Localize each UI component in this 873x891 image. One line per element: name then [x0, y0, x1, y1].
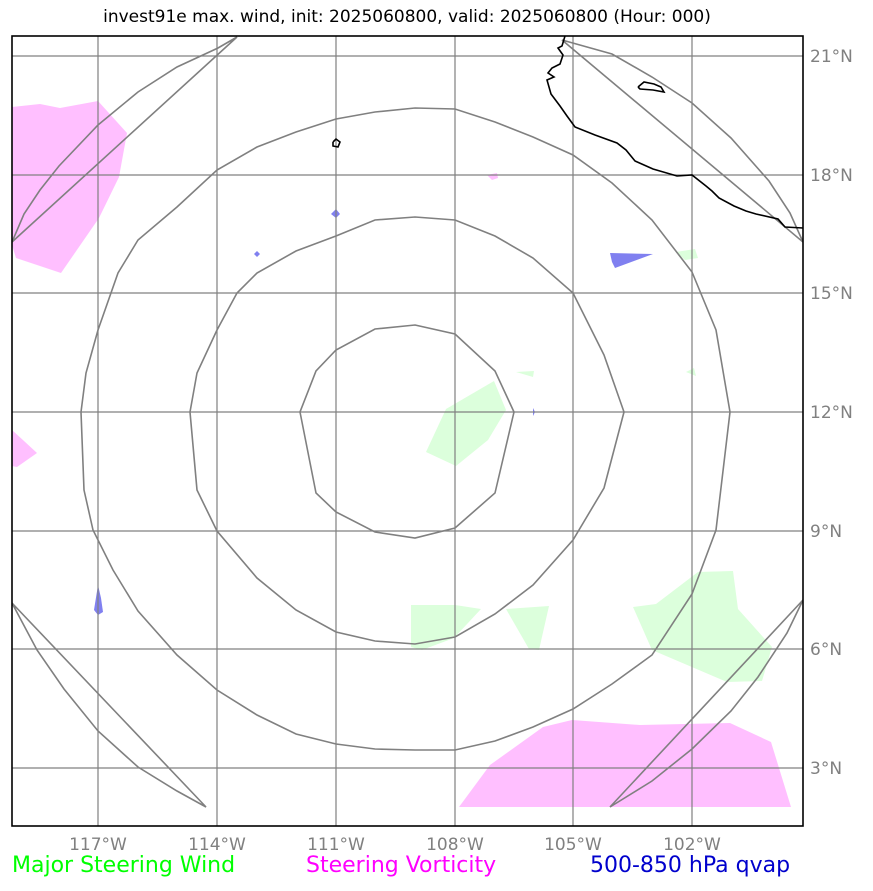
- lon-labels: 117°W 114°W 111°W 108°W 105°W 102°W: [69, 835, 721, 855]
- range-ring-3: [80, 107, 731, 751]
- legend-major-steering-wind: Major Steering Wind: [12, 853, 236, 878]
- qvap-area-dot-2: [254, 251, 260, 257]
- lat-label-12n: 12°N: [810, 403, 853, 423]
- vorticity-area-small: [487, 173, 498, 180]
- coastlines: [332, 36, 803, 229]
- vorticity-area-west: [12, 430, 37, 467]
- coastline-island-east: [637, 81, 666, 94]
- vorticity-area-south: [459, 720, 791, 807]
- lon-label-102w: 102°W: [663, 835, 721, 855]
- graticule: [12, 36, 803, 826]
- lon-label-117w: 117°W: [69, 835, 127, 855]
- legend-qvap: 500-850 hPa qvap: [590, 853, 791, 878]
- range-ring-4-northeast: [561, 39, 803, 243]
- range-ring-2: [189, 216, 625, 645]
- coastline-mexico: [546, 36, 803, 229]
- lon-label-114w: 114°W: [188, 835, 246, 855]
- range-ring-4-south: [12, 602, 207, 808]
- range-rings: [12, 36, 803, 808]
- vorticity-area-northwest: [12, 101, 127, 273]
- lat-label-6n: 6°N: [810, 640, 842, 660]
- lon-label-105w: 105°W: [544, 835, 602, 855]
- range-ring-1: [299, 324, 515, 539]
- lat-label-3n: 3°N: [810, 759, 842, 779]
- range-ring-4-east: [609, 599, 803, 808]
- lon-label-111w: 111°W: [307, 835, 365, 855]
- vorticity-fills: [12, 101, 791, 807]
- lat-label-15n: 15°N: [810, 284, 853, 304]
- map-content: [12, 36, 803, 826]
- wind-fills: [411, 249, 772, 682]
- wind-area-small-3: [686, 368, 696, 376]
- qvap-area-east: [610, 253, 653, 268]
- lat-label-21n: 21°N: [810, 47, 853, 67]
- wind-area-south-2: [506, 606, 549, 650]
- lon-label-108w: 108°W: [426, 835, 484, 855]
- lat-labels: 21°N 18°N 15°N 12°N 9°N 6°N 3°N: [810, 47, 853, 779]
- map-title: invest91e max. wind, init: 2025060800, v…: [103, 7, 711, 27]
- legend-steering-vorticity: Steering Vorticity: [306, 853, 497, 878]
- wind-area-south-1: [411, 605, 481, 650]
- coastline-island-north: [332, 137, 341, 148]
- wind-area-southeast: [633, 571, 772, 682]
- wind-area-small-1: [516, 371, 534, 377]
- wind-area-center: [426, 381, 506, 466]
- lat-label-9n: 9°N: [810, 522, 842, 542]
- map-frame: [11, 35, 804, 827]
- lat-label-18n: 18°N: [810, 166, 853, 186]
- range-ring-4: [12, 36, 238, 243]
